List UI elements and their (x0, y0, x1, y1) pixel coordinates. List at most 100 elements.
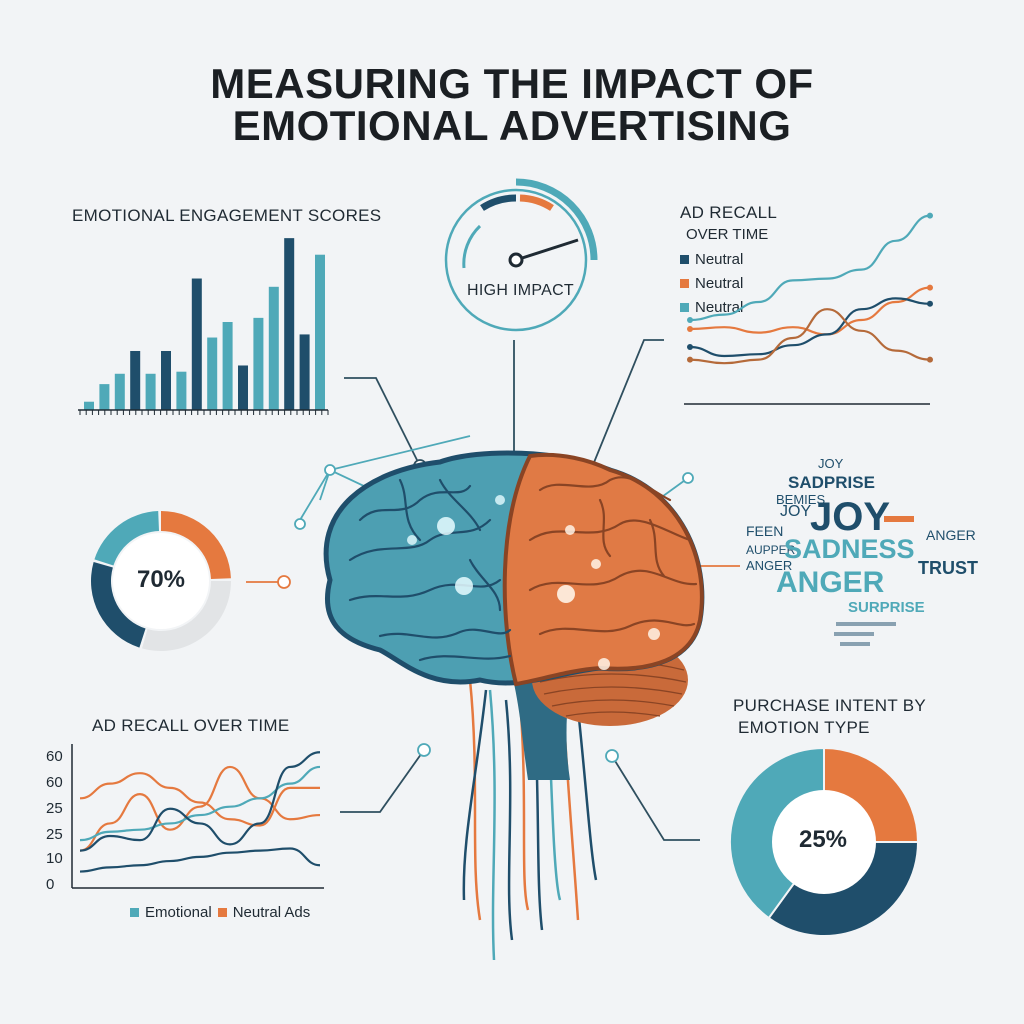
legend-swatch (680, 278, 689, 288)
legend-label: Neutral (695, 274, 744, 292)
word: SADPRISE (788, 473, 875, 492)
fold (468, 558, 502, 612)
bar (253, 317, 264, 410)
fold (438, 478, 482, 532)
glow-node (591, 559, 601, 569)
y-tick-label: 25 (46, 800, 63, 817)
legend-swatch (130, 908, 139, 917)
legend-label: Neutral (695, 298, 744, 316)
bar (114, 373, 125, 410)
bar (268, 286, 279, 410)
word: JOY (780, 503, 811, 520)
glow-node (598, 658, 610, 670)
y-tick-label: 10 (46, 850, 63, 867)
series-line (689, 308, 931, 365)
gauge-needle (515, 238, 579, 262)
series-line (79, 765, 321, 852)
glow-node (437, 517, 455, 535)
fold (358, 484, 472, 522)
bar (315, 254, 325, 410)
fold (398, 478, 422, 542)
series-line (79, 765, 321, 842)
connector-node (294, 518, 306, 530)
series-line (689, 297, 931, 358)
engagement-bar-chart (78, 238, 329, 415)
legend-item: Neutral (680, 295, 743, 319)
word: TRUST (918, 558, 978, 578)
bar (84, 401, 94, 410)
bar (130, 350, 141, 410)
legend-item: Neutral (680, 247, 743, 271)
gauge-label: HIGH IMPACT (467, 282, 575, 299)
recall-chart-subtitle: OVER TIME (686, 226, 769, 243)
cerebellum-fold (539, 673, 687, 683)
donut-hole (113, 533, 209, 629)
y-tick-label: 0 (46, 876, 54, 893)
bar (284, 238, 295, 410)
series-line (689, 286, 931, 336)
series-line (79, 772, 320, 827)
gauge-outer-arc (515, 178, 598, 261)
connector-line (344, 377, 421, 467)
legend-label: Neutral (695, 250, 744, 268)
fold (378, 628, 512, 639)
page-title-line-1: MEASURING THE IMPACT OF (210, 60, 814, 107)
nerve-strand (468, 679, 482, 921)
bar (145, 373, 156, 410)
word-filler (840, 642, 870, 646)
legend-item: Neutral (680, 271, 743, 295)
bar (222, 322, 233, 410)
fold (348, 518, 492, 562)
purchase-intent-pie (729, 746, 920, 937)
donut-segment (161, 511, 231, 580)
recall-time-legend: Emotional Neutral Ads (130, 904, 310, 921)
y-tick-label: 60 (46, 748, 63, 765)
donut-label: 70% (136, 566, 186, 593)
nerve-strand (518, 699, 530, 911)
gauge-ring (444, 188, 588, 332)
cerebellum-fold (543, 686, 683, 695)
recall-chart-title: AD RECALL (680, 203, 778, 222)
word: SURPRISE (848, 599, 925, 616)
bar (207, 337, 218, 410)
series-point (927, 212, 933, 219)
legend-swatch (680, 302, 689, 312)
glow-node (407, 535, 417, 545)
word: FEEN (746, 523, 783, 539)
emotion-word-cloud: JOY SADPRISE BEMIES JOY JOY FEEN AUPPER … (746, 456, 978, 646)
connector-node (417, 743, 431, 757)
fold (598, 498, 612, 558)
recall-line-chart (684, 212, 933, 405)
impact-gauge (444, 178, 598, 332)
bar-chart-title: EMOTIONAL ENGAGEMENT SCORES (72, 206, 382, 225)
connector-node (324, 464, 336, 476)
pie-title-line-2: EMOTION TYPE (738, 718, 870, 737)
gauge-hub (508, 252, 524, 268)
series-line (79, 847, 321, 873)
glow-nodes (407, 495, 660, 670)
recall-time-title: AD RECALL OVER TIME (92, 716, 290, 735)
pie-center (772, 790, 876, 894)
legend-swatch (217, 908, 227, 917)
word: AUPPER (746, 543, 796, 557)
bar (238, 365, 248, 410)
series-point (927, 300, 933, 307)
word: ANGER (746, 558, 792, 573)
nerve-strand (504, 699, 514, 941)
cerebrum-right (502, 452, 704, 687)
word-accent (884, 516, 914, 522)
nerve-strand (462, 689, 488, 901)
glow-node (495, 495, 505, 505)
cerebellum-fold (551, 699, 675, 707)
bar (191, 278, 202, 410)
word: JOY (810, 495, 890, 539)
pie-title-line-1: PURCHASE INTENT BY (733, 696, 927, 715)
y-tick-label: 60 (46, 774, 63, 791)
connector-node (605, 749, 619, 763)
fold (648, 518, 666, 578)
legend-swatch (680, 254, 689, 264)
glow-node (565, 525, 575, 535)
word: SADNESS (784, 534, 915, 564)
connector-line (611, 755, 700, 841)
